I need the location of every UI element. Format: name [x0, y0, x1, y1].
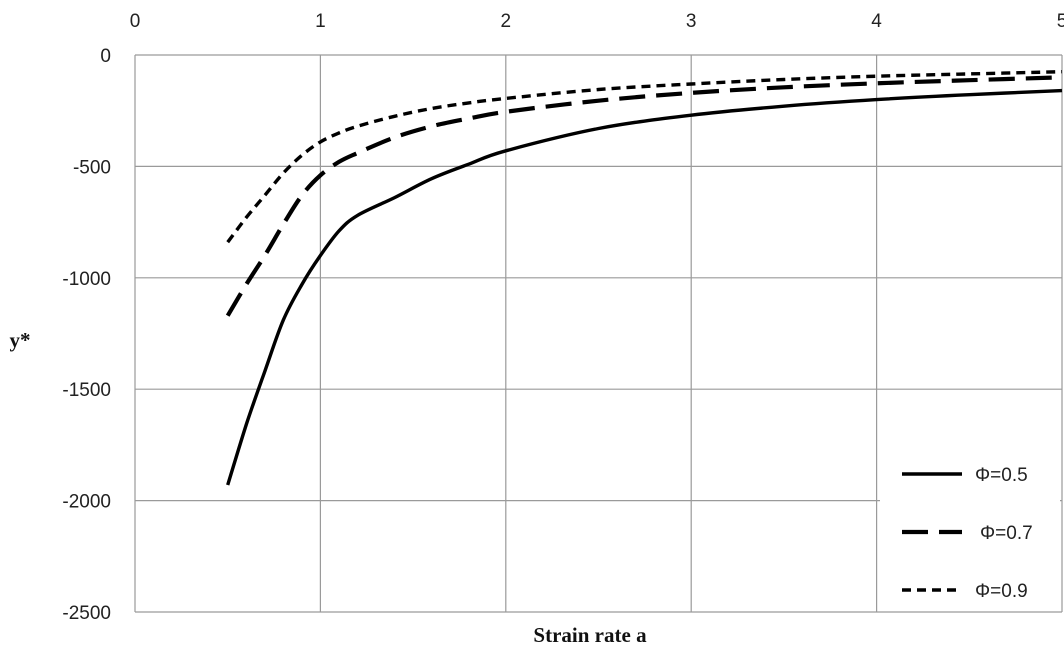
legend-label-2: Φ=0.9: [975, 581, 1028, 602]
x-tick-label: 3: [686, 11, 697, 32]
y-tick-label: 0: [100, 46, 111, 67]
x-tick-labels: 0 1 2 3 4 5: [130, 11, 1064, 32]
legend-label-0: Φ=0.5: [975, 465, 1028, 486]
y-tick-labels: 0 -500 -1000 -1500 -2000 -2500: [62, 46, 111, 624]
x-tick-label: 1: [315, 11, 326, 32]
x-tick-label: 4: [871, 11, 882, 32]
y-tick-label: -1000: [62, 269, 111, 290]
y-axis-title: y*: [10, 328, 31, 352]
series-line-phi-0: [226, 88, 1063, 486]
x-axis-title: Strain rate a: [533, 623, 647, 647]
series-line-phi-1: [225, 75, 1063, 317]
x-tick-label: 2: [501, 11, 512, 32]
y-tick-label: -2500: [62, 603, 111, 624]
x-tick-label: 0: [130, 11, 141, 32]
series-group: [225, 70, 1063, 486]
x-tick-label: 5: [1057, 11, 1064, 32]
legend: Φ=0.5 Φ=0.7 Φ=0.9: [880, 448, 1060, 610]
y-tick-label: -2000: [62, 492, 111, 513]
y-tick-label: -1500: [62, 380, 111, 401]
legend-label-1: Φ=0.7: [980, 523, 1033, 544]
series-line-phi-2: [226, 70, 1063, 244]
y-tick-label: -500: [73, 157, 111, 178]
